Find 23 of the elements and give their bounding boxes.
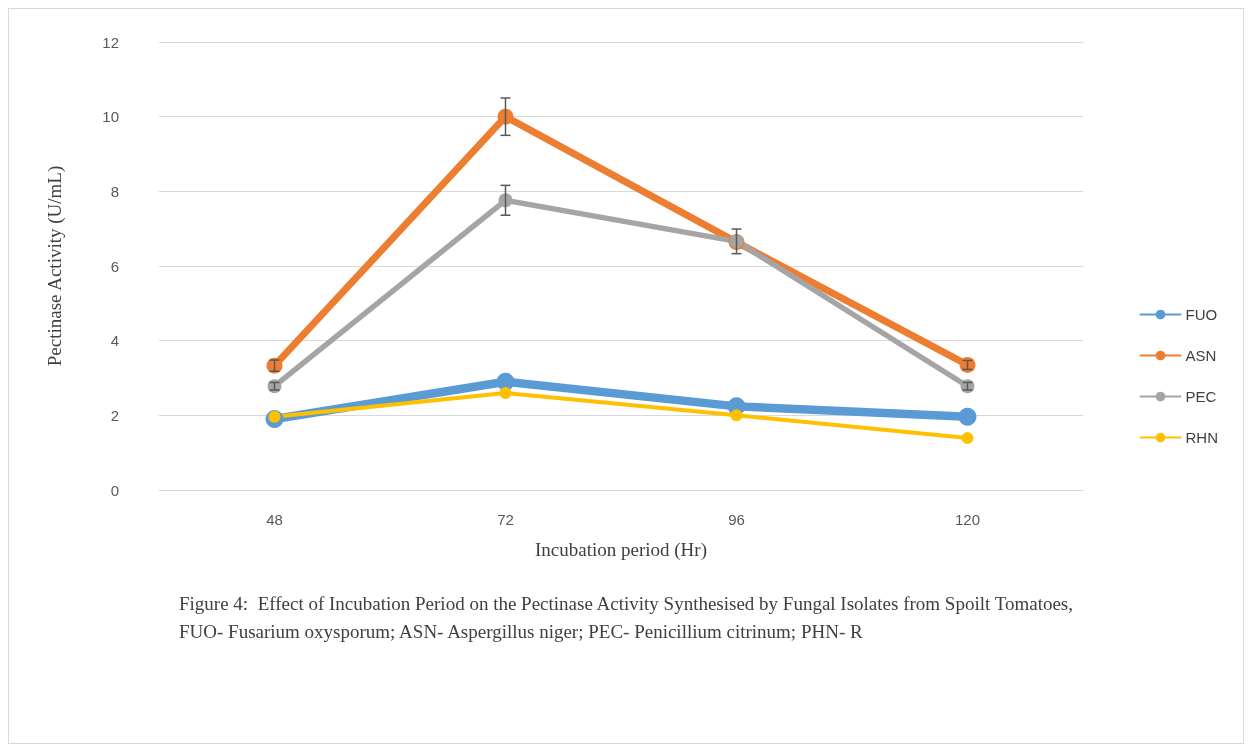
y-tick-label: 10 <box>102 108 119 126</box>
y-tick-label: 12 <box>102 33 119 51</box>
y-tick-label: 0 <box>110 481 119 499</box>
point <box>497 108 514 125</box>
x-axis-title: Incubation period (Hr) <box>535 539 707 561</box>
point <box>730 409 743 422</box>
point <box>958 407 977 426</box>
x-tick-label: 72 <box>497 511 514 528</box>
x-tick-label: 120 <box>954 511 981 528</box>
legend-label: ASN <box>1185 347 1217 364</box>
point <box>499 386 512 399</box>
y-axis-title: Pectinase Activity (U/mL) <box>44 165 66 367</box>
x-tick-label: 48 <box>266 511 283 528</box>
legend-label: RHN <box>1185 429 1218 446</box>
y-tick-label: 8 <box>110 182 119 200</box>
legend-label: PEC <box>1185 388 1217 405</box>
x-tick-label: 96 <box>728 511 745 528</box>
legend-label: FUO <box>1185 306 1218 323</box>
y-tick-label: 4 <box>110 332 119 350</box>
y-tick-label: 6 <box>110 257 119 275</box>
caption: Figure 4: Effect of Incubation Period on the Pectinase Activity Synthesised by Fungal Isolates from Spoilt Tomatoes, FUO- Fusarium oxysporum; ASN- Aspergillus niger; PEC- Penicillium citrinum; PHN- R <box>179 592 1078 642</box>
point <box>961 432 974 445</box>
y-tick-label: 2 <box>110 406 119 424</box>
